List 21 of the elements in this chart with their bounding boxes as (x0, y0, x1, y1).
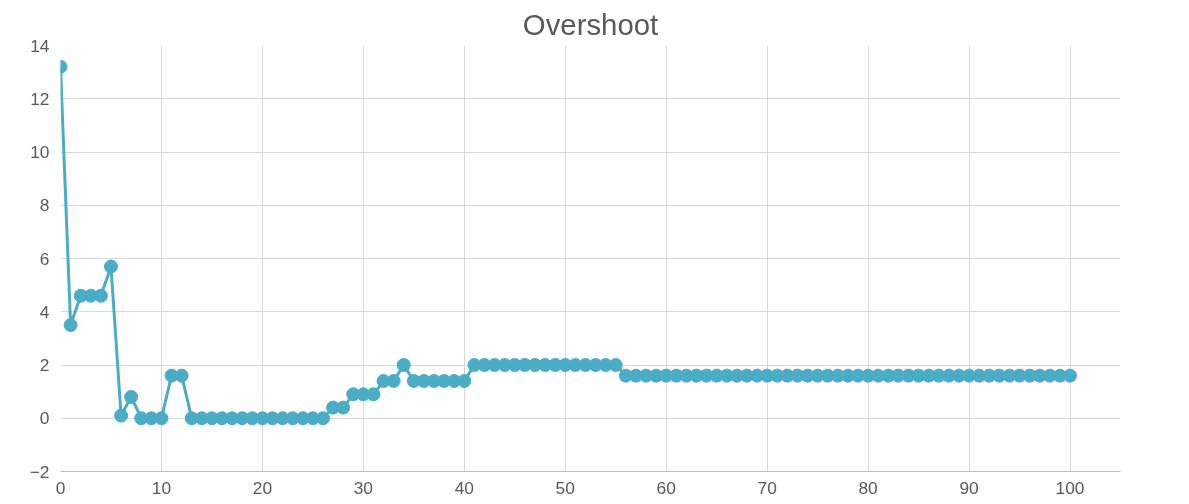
y-tick-label: 0 (39, 408, 50, 429)
x-tick-label: 30 (353, 477, 373, 498)
y-tick-label: −2 (29, 461, 50, 482)
x-tick-label: 10 (151, 477, 172, 498)
x-tick-label: 100 (1055, 477, 1085, 498)
x-tick-label: 20 (252, 477, 273, 498)
chart-title: Overshoot (522, 7, 659, 41)
y-tick-label: 8 (39, 195, 50, 216)
y-tick-label: 14 (30, 35, 50, 56)
x-tick-label: 70 (757, 477, 777, 498)
y-tick-label: 2 (39, 355, 50, 375)
x-tick-label: 60 (656, 477, 676, 498)
y-tick-label: 10 (30, 142, 50, 162)
x-tick-label: 40 (454, 477, 474, 498)
y-tick-label: 12 (30, 88, 50, 109)
y-tick-label: 4 (39, 301, 50, 322)
x-tick-label: 50 (555, 477, 575, 498)
x-tick-label: 90 (959, 477, 979, 498)
y-tick-label: 6 (39, 248, 50, 269)
x-tick-label: 0 (55, 477, 66, 498)
x-tick-label: 80 (858, 477, 878, 498)
